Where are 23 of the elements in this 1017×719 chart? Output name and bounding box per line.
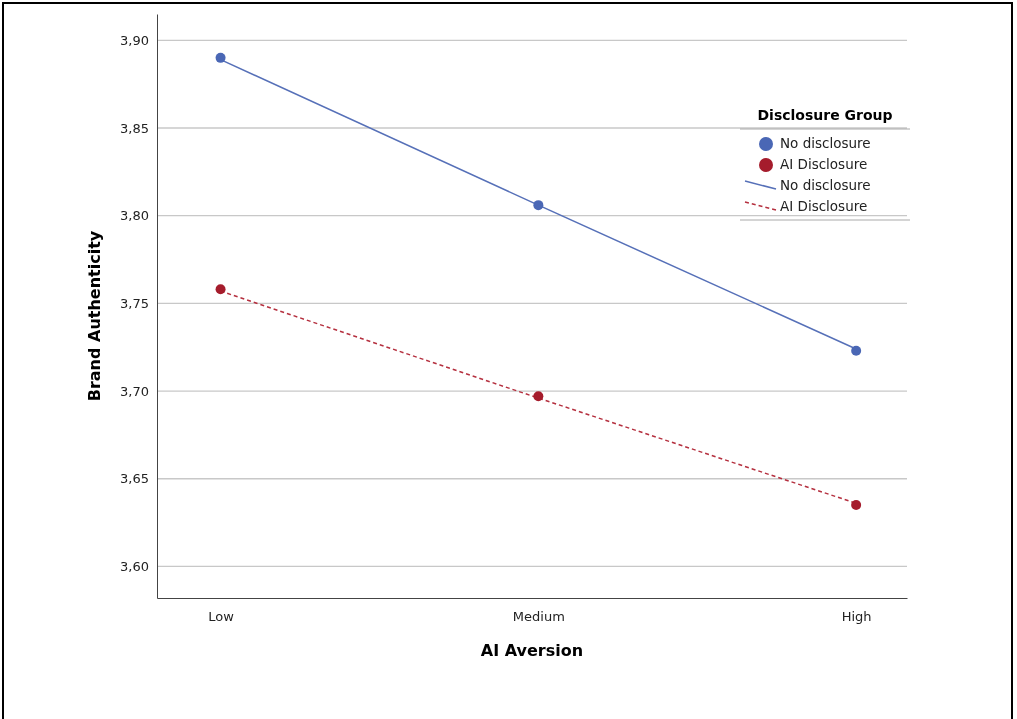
y-tick-label: 3,70: [120, 383, 149, 399]
y-tick-label: 3,65: [120, 471, 149, 487]
legend-label: No disclosure: [780, 177, 871, 193]
legend-title: Disclosure Group: [757, 107, 893, 123]
x-axis-title: AI Aversion: [480, 641, 584, 660]
x-tick-label: Medium: [512, 609, 565, 625]
point: [533, 200, 544, 211]
legend-label: AI Disclosure: [780, 198, 868, 214]
y-tick-label: 3,85: [120, 120, 149, 136]
legend-label: No disclosure: [780, 135, 871, 151]
point: [851, 500, 862, 511]
y-axis-title: Brand Authenticity: [85, 230, 104, 402]
y-tick-label: 3,80: [120, 208, 149, 224]
y-tick-label: 3,90: [120, 32, 149, 48]
point: [851, 345, 862, 356]
y-tick-label: 3,60: [120, 559, 149, 575]
legend-label: AI Disclosure: [780, 156, 868, 172]
x-tick-label: High: [841, 609, 872, 625]
x-tick-label: Low: [208, 609, 235, 625]
point: [215, 284, 226, 295]
point: [533, 391, 544, 402]
y-tick-label: 3,75: [120, 296, 149, 312]
point: [215, 52, 226, 63]
